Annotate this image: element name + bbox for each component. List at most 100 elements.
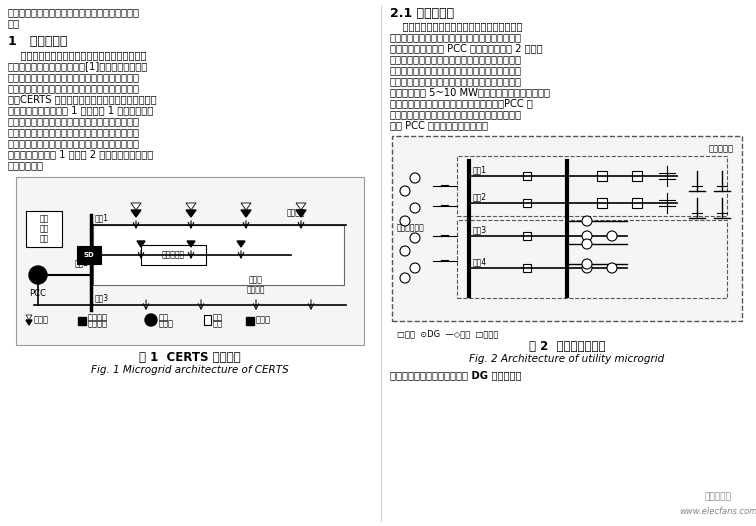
Bar — [523, 264, 531, 272]
Text: 设备: 设备 — [213, 319, 223, 329]
Polygon shape — [187, 241, 195, 247]
Text: SD: SD — [84, 252, 94, 258]
Text: 网。CERTS 提出的微网结构，也体现了微网的并联: 网。CERTS 提出的微网结构，也体现了微网的并联 — [8, 94, 156, 104]
Bar — [392, 136, 742, 321]
Text: 功能、结构等进行划分。文献[1]讨论了基于微网结: 功能、结构等进行划分。文献[1]讨论了基于微网结 — [8, 61, 148, 71]
Text: 微电源: 微电源 — [34, 316, 49, 325]
Text: 系统级微网: 系统级微网 — [709, 144, 734, 153]
Text: 断路器: 断路器 — [256, 316, 271, 325]
Polygon shape — [26, 315, 32, 320]
Text: 统、风机系统、储能系统等，单个分布式电源的最: 统、风机系统、储能系统等，单个分布式电源的最 — [390, 76, 522, 86]
Text: PCC: PCC — [29, 289, 46, 298]
Text: 电能、电: 电能、电 — [88, 313, 108, 322]
Text: 成，每条馈线可分层接入大量分布式电源和就地负: 成，每条馈线可分层接入大量分布式电源和就地负 — [390, 32, 522, 42]
Polygon shape — [131, 203, 141, 210]
Text: 馈线1: 馈线1 — [473, 165, 487, 174]
Polygon shape — [237, 241, 245, 247]
Bar — [26, 211, 62, 247]
Bar — [141, 245, 206, 265]
Text: 分层接入大量的分布式电源：三联供系统、光伏系: 分层接入大量的分布式电源：三联供系统、光伏系 — [390, 65, 522, 75]
Circle shape — [400, 246, 410, 256]
Text: □负荷  ⊙DG  —◇合器  □断路器: □负荷 ⊙DG —◇合器 □断路器 — [397, 329, 498, 338]
Text: 馈线1: 馈线1 — [95, 213, 109, 222]
Text: 1   微电网分类: 1 微电网分类 — [8, 35, 67, 48]
Circle shape — [400, 186, 410, 196]
Text: 附近负荷共同组成的小型发电系统，接入母线构成: 附近负荷共同组成的小型发电系统，接入母线构成 — [8, 138, 140, 148]
Text: 管理: 管理 — [39, 225, 48, 234]
Bar — [77, 246, 101, 264]
Circle shape — [582, 263, 592, 273]
Text: 连接点: 连接点 — [159, 319, 174, 329]
Bar — [632, 171, 642, 181]
Polygon shape — [26, 320, 32, 325]
Text: 非敏感负荷: 非敏感负荷 — [162, 250, 185, 259]
Text: 系统: 系统 — [39, 235, 48, 244]
Polygon shape — [131, 210, 141, 217]
Text: 大容量可达到 5~10 MW；汇流母线上可接入小型常: 大容量可达到 5~10 MW；汇流母线上可接入小型常 — [390, 87, 550, 97]
Text: 能量: 能量 — [39, 215, 48, 224]
Text: 图 2  系统级微网结构: 图 2 系统级微网结构 — [528, 340, 606, 353]
Circle shape — [145, 314, 157, 326]
Bar — [78, 317, 86, 325]
Circle shape — [582, 231, 592, 241]
Polygon shape — [241, 203, 251, 210]
Text: 系统级微网结构允许各种不同 DG 和储能系统: 系统级微网结构允许各种不同 DG 和储能系统 — [390, 370, 522, 380]
Text: 均连接在一条馈线上，馈线始端再接入微网母线，: 均连接在一条馈线上，馈线始端再接入微网母线， — [8, 116, 140, 126]
Circle shape — [400, 273, 410, 283]
Text: 构的微电网类型，根据微电源连接方式以及微网的: 构的微电网类型，根据微电源连接方式以及微网的 — [8, 72, 140, 82]
Text: 控制方式将微网分为并联式结构微网和串联结构微: 控制方式将微网分为并联式结构微网和串联结构微 — [8, 83, 140, 93]
Text: 规发电系统。当电网或降压变压器故障时，PCC 开: 规发电系统。当电网或降压变压器故障时，PCC 开 — [390, 98, 533, 108]
Text: 系统级微网结构由母线和多条馈线呈辐射状组: 系统级微网结构由母线和多条馈线呈辐射状组 — [390, 21, 522, 31]
Circle shape — [410, 173, 420, 183]
Text: 析结果总结出微网网架结构设计的原则、要素与流: 析结果总结出微网网架结构设计的原则、要素与流 — [8, 7, 140, 17]
Text: 和串联连接方式。如图 1 示，馈线 1 上各个微电源: 和串联连接方式。如图 1 示，馈线 1 上各个微电源 — [8, 105, 153, 115]
Bar — [457, 220, 727, 298]
Bar — [597, 198, 607, 208]
Text: 压控制器: 压控制器 — [88, 319, 108, 329]
Polygon shape — [296, 203, 306, 210]
Text: 馈线2: 馈线2 — [473, 192, 487, 201]
Text: 为并联连接。: 为并联连接。 — [8, 160, 44, 170]
Circle shape — [400, 216, 410, 226]
Circle shape — [410, 203, 420, 213]
Text: 这种连接关系即为串联结构；而同时各个微电源与: 这种连接关系即为串联结构；而同时各个微电源与 — [8, 127, 140, 137]
Text: 2.1 系统级微网: 2.1 系统级微网 — [390, 7, 454, 20]
Circle shape — [410, 263, 420, 273]
Text: 馈线2: 馈线2 — [75, 258, 89, 267]
Text: www.elecfans.com: www.elecfans.com — [679, 507, 756, 516]
Text: 闭合 PCC 开关，微网并网运行。: 闭合 PCC 开关，微网并网运行。 — [390, 120, 488, 130]
Text: 热负荷: 热负荷 — [249, 275, 263, 284]
Text: 离网: 离网 — [213, 313, 223, 322]
Polygon shape — [186, 210, 196, 217]
Circle shape — [582, 259, 592, 269]
Text: 电子发烧友: 电子发烧友 — [705, 492, 732, 501]
Text: Fig. 2 Architecture of utility microgrid: Fig. 2 Architecture of utility microgrid — [469, 354, 665, 364]
Circle shape — [410, 233, 420, 243]
Bar — [16, 177, 364, 345]
Text: 敏感负荷: 敏感负荷 — [246, 285, 265, 294]
Bar — [457, 156, 727, 216]
Text: 馈线3: 馈线3 — [95, 293, 109, 302]
Bar — [246, 317, 254, 325]
Text: Fig. 1 Microgrid architecture of CERTS: Fig. 1 Microgrid architecture of CERTS — [91, 365, 289, 375]
Text: 并联结构，即馈线 1 和馈线 2 上的微电源连接方式: 并联结构，即馈线 1 和馈线 2 上的微电源连接方式 — [8, 149, 153, 159]
Text: 变电站降压变: 变电站降压变 — [397, 224, 425, 232]
Polygon shape — [296, 210, 306, 217]
Text: 荷，网架可以经多个 PCC 接入电网。如图 2 所示，: 荷，网架可以经多个 PCC 接入电网。如图 2 所示， — [390, 43, 543, 53]
Bar — [597, 171, 607, 181]
Bar — [523, 232, 531, 240]
Bar — [93, 225, 344, 285]
Text: 公共: 公共 — [159, 313, 169, 322]
Circle shape — [29, 266, 47, 284]
Text: 微网由两条汇流母线和四条馈线组成，每条馈线可: 微网由两条汇流母线和四条馈线组成，每条馈线可 — [390, 54, 522, 64]
Text: 关跳开，微网进入孤岛运行；待电网侧恢复正常，: 关跳开，微网进入孤岛运行；待电网侧恢复正常， — [390, 109, 522, 119]
Text: 馈线3: 馈线3 — [473, 225, 487, 234]
Circle shape — [582, 239, 592, 249]
Bar — [523, 172, 531, 180]
Text: 馈线4: 馈线4 — [473, 257, 487, 266]
Text: 微网的分类标准有很多，可以根据其复杂程度、: 微网的分类标准有很多，可以根据其复杂程度、 — [8, 50, 147, 60]
Circle shape — [607, 263, 617, 273]
Bar — [204, 315, 211, 325]
Text: 敏感负荷: 敏感负荷 — [287, 208, 305, 217]
Text: 程。: 程。 — [8, 18, 20, 28]
